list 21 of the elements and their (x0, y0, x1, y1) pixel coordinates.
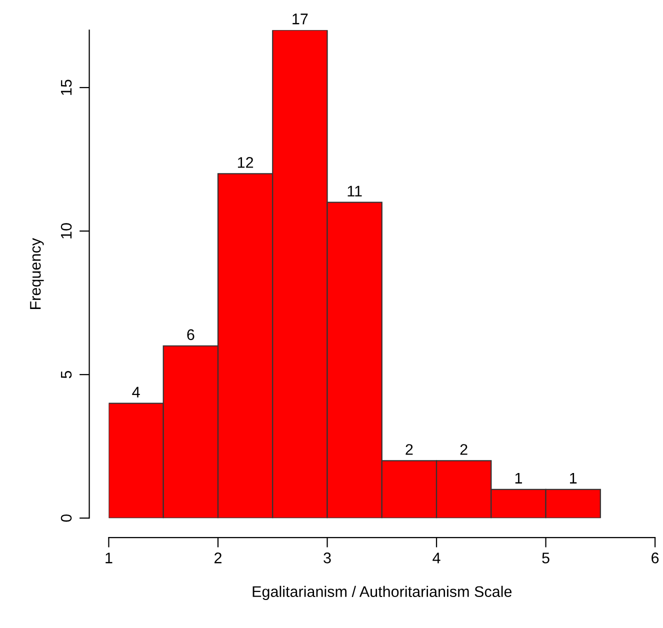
data-label: 2 (406, 444, 413, 455)
data-label: 12 (238, 157, 254, 168)
data-label: 11 (348, 186, 362, 196)
y-tick-label: 5 (61, 370, 72, 378)
data-label: 2 (460, 444, 468, 455)
y-tick-label: 0 (60, 514, 72, 522)
x-axis-title: Egalitarianism / Authoritarianism Scale (252, 586, 512, 600)
x-tick-label: 4 (432, 552, 440, 564)
y-tick-label: 10 (60, 223, 72, 238)
data-label: 6 (187, 329, 194, 340)
x-tick-label: 6 (652, 552, 659, 564)
data-label: 17 (292, 14, 308, 24)
data-label: 4 (132, 386, 140, 398)
data-label: 1 (515, 472, 522, 484)
x-tick-label: 5 (542, 552, 550, 564)
x-tick-label: 1 (106, 552, 112, 564)
x-tick-label: 2 (214, 552, 222, 564)
x-tick-label: 3 (324, 552, 331, 564)
data-label: 1 (570, 472, 577, 484)
y-tick-label: 15 (61, 80, 72, 95)
y-axis-title: Frequency (30, 238, 44, 309)
